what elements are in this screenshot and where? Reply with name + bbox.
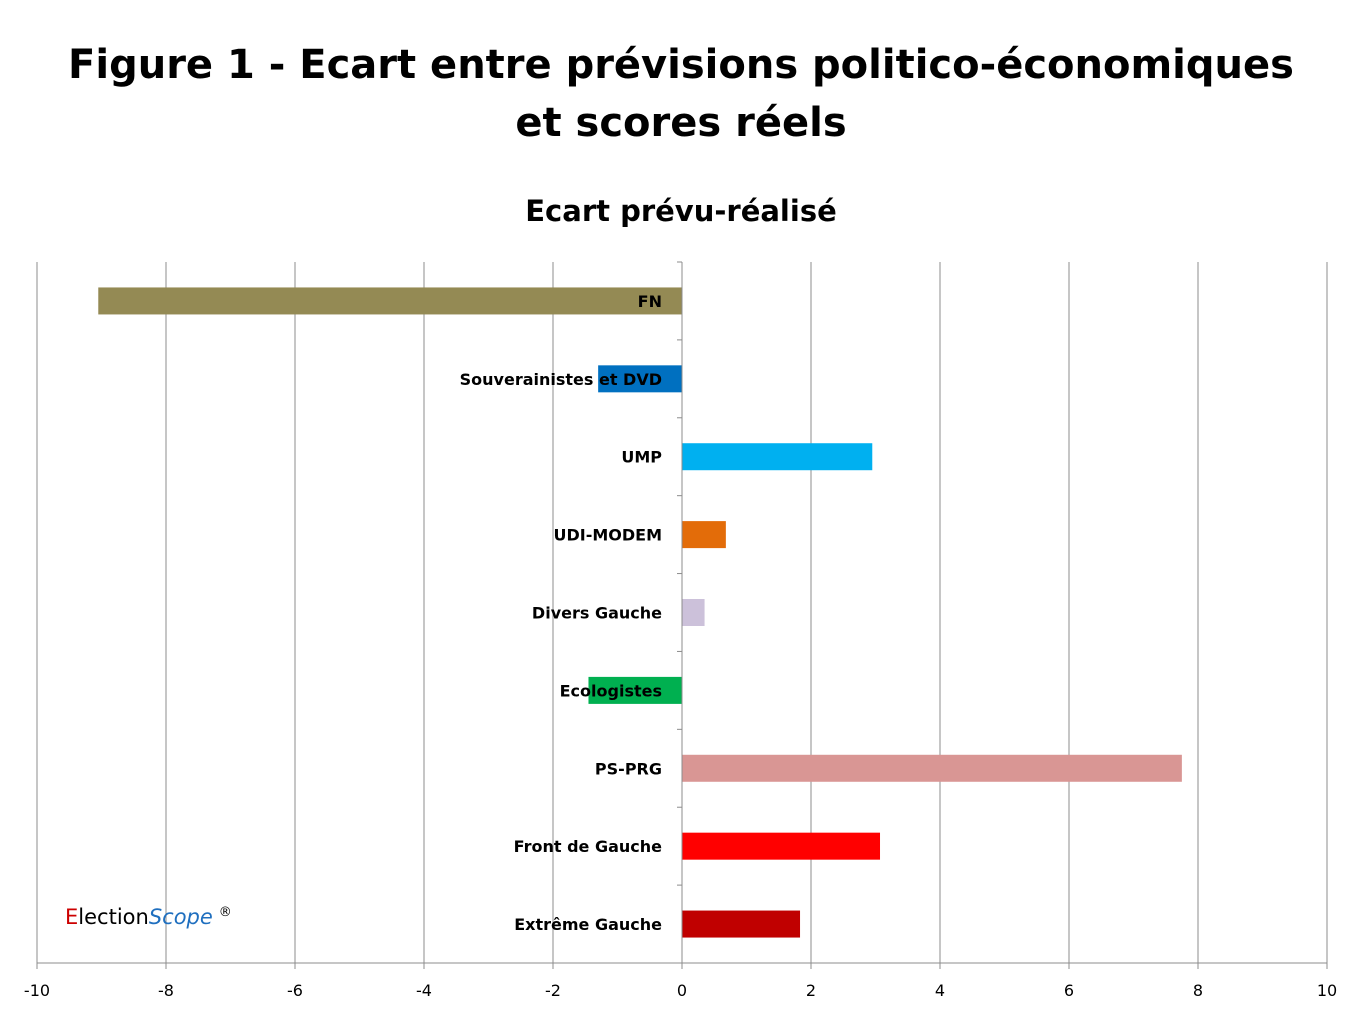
- bar: [682, 754, 1182, 782]
- brand-first-letter: E: [65, 905, 79, 929]
- category-label: Divers Gauche: [532, 604, 662, 623]
- category-label: UDI-MODEM: [553, 526, 662, 545]
- x-tick-label: 0: [677, 981, 687, 1000]
- figure-title-line2: et scores réels: [515, 100, 847, 146]
- category-label: Front de Gauche: [514, 837, 662, 856]
- category-label: Ecologistes: [560, 681, 662, 700]
- bar: [588, 676, 682, 704]
- bar: [682, 443, 873, 471]
- category-label: Extrême Gauche: [514, 915, 662, 934]
- electionscope-logo: ElectionScope ®: [65, 905, 232, 929]
- x-tick-label: 4: [935, 981, 945, 1000]
- x-tick-label: 6: [1064, 981, 1074, 1000]
- chart-title: Ecart prévu-réalisé: [525, 194, 837, 228]
- brand-part2: Scope: [148, 905, 213, 929]
- category-label: UMP: [621, 448, 662, 467]
- x-tick-label: -10: [24, 981, 50, 1000]
- category-label: PS-PRG: [595, 759, 662, 778]
- figure-title-line1: Figure 1 - Ecart entre prévisions politi…: [68, 42, 1294, 88]
- figure-title: Figure 1 - Ecart entre prévisions politi…: [0, 36, 1362, 152]
- x-tick-label: 2: [806, 981, 816, 1000]
- bar: [598, 365, 682, 393]
- bar: [98, 287, 682, 315]
- x-tick-label: -2: [545, 981, 561, 1000]
- bar: [682, 910, 801, 938]
- bar: [682, 832, 881, 860]
- bar: [682, 599, 705, 626]
- x-tick-label: -8: [158, 981, 174, 1000]
- x-tick-label: -4: [416, 981, 432, 1000]
- x-tick-label: -6: [287, 981, 303, 1000]
- brand-part1: lection: [78, 905, 149, 929]
- x-tick-label: 8: [1193, 981, 1203, 1000]
- bar: [682, 521, 726, 549]
- category-label: Souverainistes et DVD: [460, 370, 662, 389]
- brand-registered-mark: ®: [218, 905, 232, 920]
- category-label: FN: [638, 292, 662, 311]
- x-tick-label: 10: [1317, 981, 1337, 1000]
